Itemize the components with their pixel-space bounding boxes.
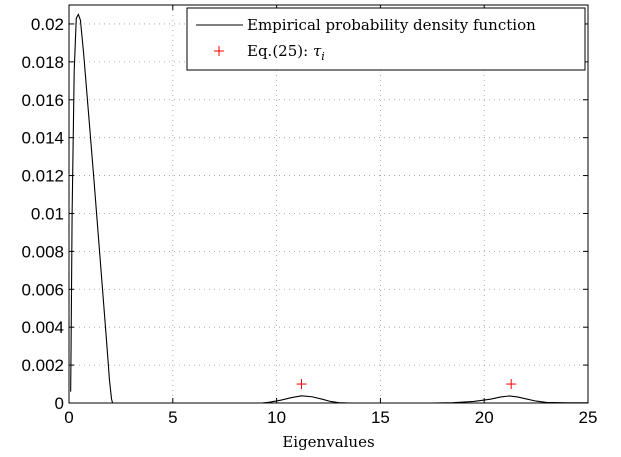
legend: Empirical probability density function E… (186, 7, 586, 71)
series-layer (70, 13, 588, 404)
legend-marker-label: Eq.(25): τi (247, 42, 325, 63)
x-tick-label: 5 (168, 408, 177, 427)
legend-marker-tau: τ (313, 42, 322, 60)
y-tick-label: 0.01 (31, 204, 64, 223)
x-tick-label: 0 (64, 408, 73, 427)
axis-ticks: 0 5 10 15 20 25 0 0.002 0.004 0.006 0.008 0.01 0.012… (21, 5, 597, 427)
x-axis-title: Eigenvalues (282, 433, 374, 451)
legend-marker-subscript: i (321, 50, 325, 63)
tau-marker (506, 379, 517, 390)
tau-marker (296, 379, 307, 390)
y-tick-label: 0.008 (21, 242, 64, 261)
legend-line-label: Empirical probability density function (247, 16, 536, 34)
x-tick-label: 25 (579, 408, 598, 427)
x-tick-label: 20 (475, 408, 494, 427)
y-tick-label: 0.004 (21, 318, 64, 337)
y-tick-label: 0.02 (31, 15, 64, 34)
y-tick-label: 0.006 (21, 280, 64, 299)
density-curve (70, 13, 588, 404)
plot-frame (68, 4, 589, 404)
y-tick-label: 0.014 (21, 129, 64, 148)
y-tick-label: 0.002 (21, 356, 64, 375)
y-tick-label: 0.016 (21, 91, 64, 110)
y-tick-label: 0 (55, 394, 64, 413)
legend-box (186, 7, 586, 71)
x-tick-label: 15 (371, 408, 390, 427)
legend-marker-swatch (214, 46, 224, 56)
legend-marker-prefix: Eq.(25): (247, 42, 313, 60)
x-tick-label: 10 (267, 408, 286, 427)
y-tick-label: 0.018 (21, 53, 64, 72)
y-tick-label: 0.012 (21, 167, 64, 186)
